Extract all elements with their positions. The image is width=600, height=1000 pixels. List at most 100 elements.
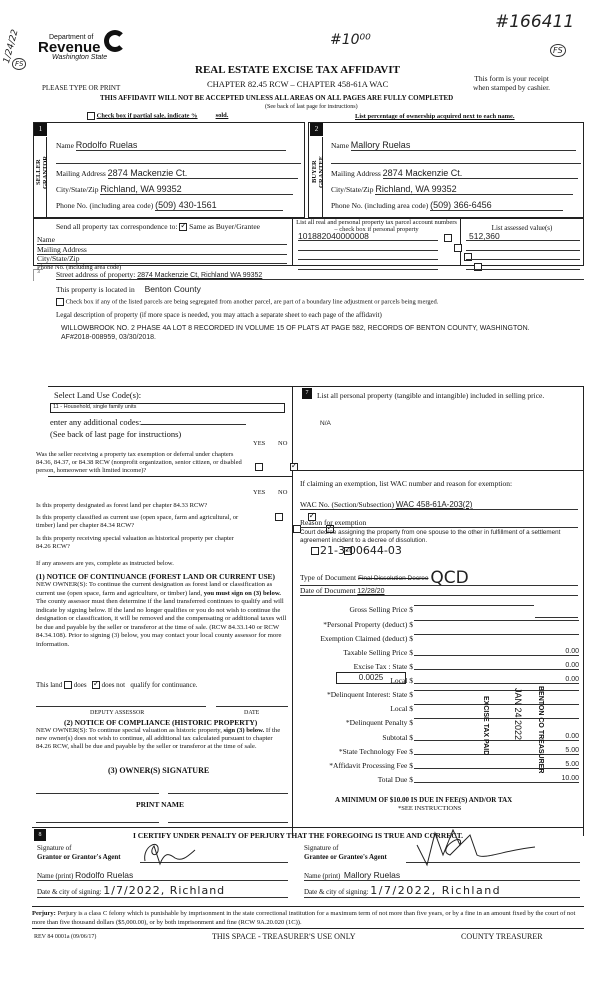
corr-address-field[interactable]: Mailing Address	[37, 245, 287, 255]
segregation-checkbox[interactable]	[56, 298, 64, 306]
grantor-date-field[interactable]: 1/7/2022, Richland	[103, 884, 226, 897]
tax-row-value[interactable]	[414, 718, 579, 719]
personal-property-checkbox[interactable]	[444, 234, 452, 243]
corr-city-field[interactable]: City/State/Zip	[37, 254, 287, 264]
owner-signature-line-1[interactable]	[36, 793, 159, 794]
grantee-date-field[interactable]: 1/7/2022, Richland	[370, 884, 502, 897]
historic-no-checkbox[interactable]	[343, 545, 352, 555]
seller-name-field[interactable]: Rodolfo Ruelas	[75, 140, 286, 151]
stamp-date: JAN 24 2022	[513, 688, 523, 741]
does-not-checkbox[interactable]	[91, 679, 100, 690]
tax-row-value[interactable]: 0.00	[414, 648, 579, 656]
handwritten-receipt-number: #166411	[495, 12, 575, 32]
parcel-number-field[interactable]	[298, 251, 438, 260]
parcel-number-field[interactable]	[298, 242, 438, 251]
buyer-phone-field[interactable]: (509) 366-6456	[430, 200, 564, 211]
exemption-no-checkbox[interactable]	[289, 461, 298, 471]
street-address-field[interactable]: 2874 Mackenzie Ct, Richland WA 99352	[137, 272, 263, 279]
doc-date-field[interactable]: 12/28/20	[357, 588, 385, 595]
grantee-date-row: Date & city of signing: 1/7/2022, Richla…	[304, 884, 580, 898]
tax-row-value[interactable]	[414, 704, 579, 705]
assessed-value-field[interactable]	[466, 251, 580, 260]
seller-address-field[interactable]: 2874 Mackenzie Ct.	[107, 168, 298, 179]
personal-property-checkbox[interactable]	[453, 243, 462, 252]
legal-description-field[interactable]: WILLOWBROOK NO. 2 PHASE 4A LOT 8 RECORDE…	[61, 325, 530, 341]
forest-land-question: Is this property designated as forest la…	[36, 502, 208, 509]
notice1-text: NEW OWNER(S): To continue the current de…	[36, 581, 289, 649]
certification-section	[32, 827, 584, 907]
tax-row-value[interactable]: 0.00	[414, 676, 579, 684]
print-name-line-2[interactable]	[168, 822, 288, 823]
forest-yes-checkbox[interactable]	[274, 512, 283, 521]
does-not-label: does not	[101, 681, 126, 689]
tax-row-label: Excise Tax : State $	[353, 662, 413, 671]
does-label: does	[73, 681, 87, 689]
assessor-date-label: DATE	[244, 710, 260, 716]
buyer-address-field[interactable]: 2874 Mackenzie Ct.	[382, 168, 578, 179]
county-field[interactable]: Benton County	[144, 284, 201, 294]
grantee-name-field[interactable]: Mallory Ruelas	[343, 870, 401, 880]
print-name-line-1[interactable]	[36, 822, 159, 823]
owner-signature-line-2[interactable]	[168, 793, 288, 794]
tax-row-value[interactable]	[414, 690, 579, 691]
historic-yes-checkbox[interactable]	[310, 546, 319, 555]
buyer-city-field[interactable]: Richland, WA 99352	[375, 184, 574, 195]
reason-row: Reason for exemption	[300, 518, 578, 528]
corr-name-field[interactable]: Name	[37, 235, 287, 245]
seller-city-field[interactable]: Richland, WA 99352	[100, 184, 294, 195]
receipt-note-line: This form is your receipt	[474, 74, 549, 83]
exemption-yes-checkbox[interactable]	[255, 462, 263, 471]
tax-row-value[interactable]	[414, 620, 579, 621]
corr-phone-field[interactable]: Phone No. (including area code)	[37, 262, 287, 271]
current-use-yes-checkbox[interactable]	[292, 524, 301, 533]
deputy-assessor-signature-line[interactable]	[36, 706, 206, 707]
land-use-select[interactable]: 11 - Household, single family units	[50, 403, 285, 413]
personal-property-field[interactable]: N/A	[320, 420, 331, 427]
receipt-note: This form is your receipt when stamped by…	[473, 74, 550, 92]
seller-phone-field[interactable]: (509) 430-1561	[155, 200, 284, 211]
tax-row-value[interactable]	[414, 634, 579, 635]
corr-phone-label: Phone No. (including area code)	[37, 264, 122, 271]
tax-row-value[interactable]: 5.00	[414, 747, 579, 755]
if-yes-note: If any answers are yes, complete as inst…	[36, 560, 174, 567]
parties-divider	[304, 122, 309, 218]
handwritten-case-number: 21-3-00644-03	[320, 544, 402, 557]
assessed-value-field[interactable]: 512,360	[466, 232, 580, 241]
assessed-value-field[interactable]	[466, 242, 580, 251]
grantee-signature-line[interactable]	[406, 862, 580, 863]
tax-row-value[interactable]: 0.00	[414, 662, 579, 670]
assessed-value-field[interactable]	[466, 261, 580, 270]
grantor-signature-label: Signature of Grantor or Grantor's Agent	[37, 844, 121, 862]
doc-type-field[interactable]: QCD	[430, 568, 469, 588]
tax-row-value[interactable]	[414, 605, 534, 606]
personal-property-checkbox[interactable]	[463, 253, 472, 262]
assessor-date-line[interactable]	[216, 706, 288, 707]
dor-logo: Department of Revenue Washington State	[38, 34, 107, 61]
does-checkbox[interactable]	[64, 681, 72, 690]
section-1-badge: 1	[34, 123, 47, 136]
grantor-name-label: Name (print)	[37, 872, 74, 880]
parcel-number-field[interactable]	[298, 261, 438, 270]
grantee-sig-label-1: Signature of	[304, 844, 339, 852]
reason-field[interactable]: Court decree assigning the property from…	[300, 529, 561, 544]
partial-sale-checkbox[interactable]	[87, 112, 95, 120]
grantor-name-field[interactable]: Rodolfo Ruelas	[75, 870, 134, 880]
same-as-buyer-checkbox[interactable]	[179, 221, 188, 232]
wac-field[interactable]: WAC 458-61A-203(2)	[395, 500, 473, 509]
additional-codes-field[interactable]	[141, 424, 247, 425]
grantor-signature-line[interactable]	[140, 862, 288, 863]
tax-row-value[interactable]: 0.00	[414, 733, 579, 741]
additional-codes-label: enter any additional codes:	[50, 417, 247, 427]
tax-row-value[interactable]: 5.00	[414, 761, 579, 769]
personal-property-checkbox[interactable]	[473, 262, 482, 271]
perjury-bold: Perjury:	[32, 910, 56, 917]
county-label: This property is located in	[56, 285, 135, 294]
buyer-name-field[interactable]: Mallory Ruelas	[350, 140, 576, 151]
tax-row-value[interactable]: 10.00	[414, 775, 579, 783]
correspondence-row: Send all property tax correspondence to:…	[56, 221, 260, 232]
parcel-number-field[interactable]: 101882040000008	[298, 232, 438, 241]
seller-address-label: Mailing Address	[56, 169, 106, 178]
local-tax-rate-field[interactable]: 0.0025	[336, 672, 406, 684]
forest-no-checkbox[interactable]	[307, 511, 316, 521]
grantor-sig-label-2: Grantor or Grantor's Agent	[37, 853, 121, 861]
